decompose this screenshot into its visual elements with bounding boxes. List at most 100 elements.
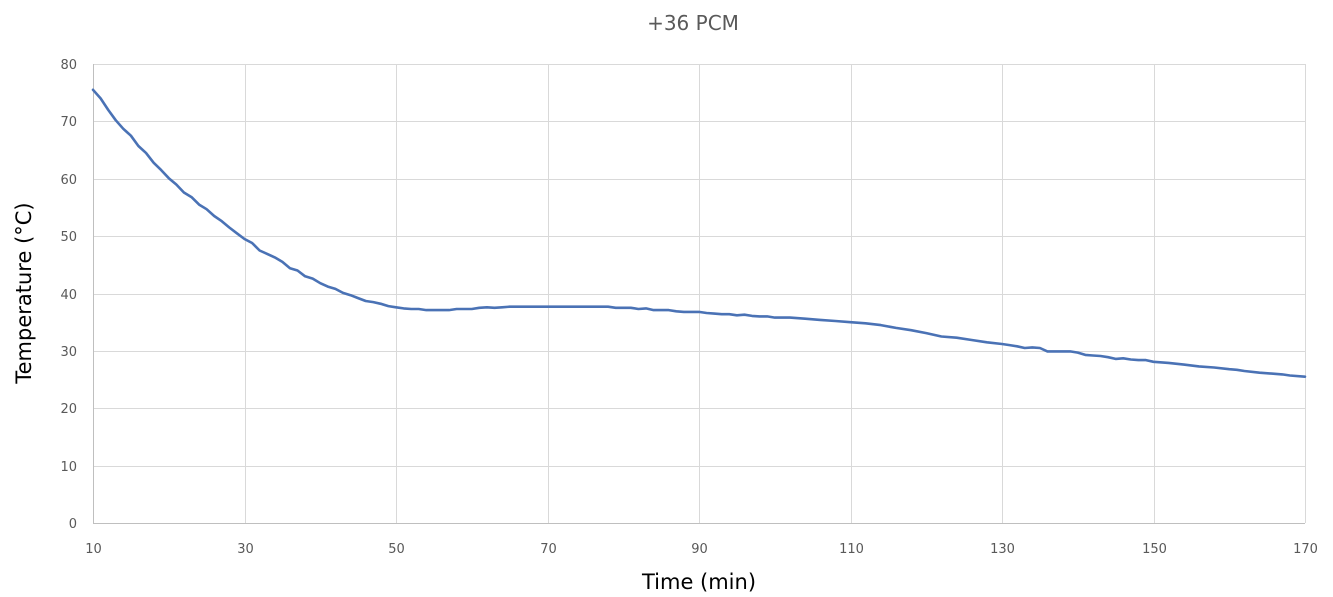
data-point <box>130 135 132 137</box>
data-point <box>880 324 882 326</box>
data-point <box>433 309 435 311</box>
data-point <box>327 285 329 287</box>
x-tick-label: 50 <box>388 542 405 557</box>
data-point <box>1281 373 1283 375</box>
data-point <box>910 329 912 331</box>
data-point <box>1145 359 1147 361</box>
data-point <box>834 320 836 322</box>
data-point <box>1039 347 1041 349</box>
data-point <box>1107 356 1109 358</box>
data-point <box>455 308 457 310</box>
data-point <box>1092 354 1094 356</box>
data-point <box>228 226 230 228</box>
data-point <box>728 313 730 315</box>
x-tick-label: 70 <box>540 542 557 557</box>
data-point <box>1137 359 1139 361</box>
data-point <box>690 311 692 313</box>
data-point <box>819 319 821 321</box>
data-point <box>448 309 450 311</box>
data-point <box>607 306 609 308</box>
data-point <box>380 303 382 305</box>
data-point <box>122 128 124 130</box>
data-point <box>986 341 988 343</box>
data-point <box>205 208 207 210</box>
data-point <box>213 215 215 217</box>
data-point <box>1031 346 1033 348</box>
data-point <box>1228 368 1230 370</box>
data-point <box>289 267 291 269</box>
data-point <box>758 315 760 317</box>
data-point <box>334 288 336 290</box>
data-point <box>546 306 548 308</box>
data-point <box>258 249 260 251</box>
data-point <box>357 297 359 299</box>
y-tick-label: 70 <box>60 115 77 130</box>
data-point <box>342 292 344 294</box>
data-point <box>531 306 533 308</box>
data-point <box>592 306 594 308</box>
data-point <box>387 305 389 307</box>
data-point <box>319 282 321 284</box>
data-point <box>221 220 223 222</box>
data-point <box>1008 344 1010 346</box>
data-point <box>1198 365 1200 367</box>
data-point <box>1016 345 1018 347</box>
data-point <box>1122 357 1124 359</box>
data-point <box>168 177 170 179</box>
data-point <box>266 253 268 255</box>
x-tick-label: 130 <box>990 542 1015 557</box>
data-point <box>418 308 420 310</box>
data-point <box>940 335 942 337</box>
data-point <box>463 308 465 310</box>
x-tick-label: 90 <box>691 542 708 557</box>
data-point <box>1289 374 1291 376</box>
y-tick-label: 50 <box>60 230 77 245</box>
x-axis-title: Time (min) <box>641 570 756 594</box>
data-point <box>478 307 480 309</box>
series-line <box>91 88 1307 379</box>
data-point <box>637 308 639 310</box>
data-point <box>1213 366 1215 368</box>
data-point <box>395 306 397 308</box>
data-point <box>115 119 117 121</box>
data-point <box>1167 362 1169 364</box>
data-point <box>849 321 851 323</box>
data-point <box>160 169 162 171</box>
data-point <box>183 191 185 193</box>
data-point <box>493 307 495 309</box>
data-point <box>630 307 632 309</box>
data-point <box>1274 373 1276 375</box>
data-point <box>145 152 147 154</box>
data-point <box>236 232 238 234</box>
data-point <box>743 314 745 316</box>
y-tick-label: 30 <box>60 345 77 360</box>
x-tick-label: 30 <box>237 542 254 557</box>
data-point <box>365 300 367 302</box>
data-point <box>895 327 897 329</box>
data-point <box>1258 372 1260 374</box>
data-point <box>312 277 314 279</box>
data-point <box>955 337 957 339</box>
data-point <box>1046 350 1048 352</box>
data-point <box>562 306 564 308</box>
data-point <box>137 145 139 147</box>
y-tick-label: 0 <box>69 517 77 532</box>
data-point <box>1099 355 1101 357</box>
data-point <box>486 306 488 308</box>
data-point <box>1061 350 1063 352</box>
data-point <box>736 314 738 316</box>
data-point <box>698 311 700 313</box>
y-tick-label: 60 <box>60 173 77 188</box>
x-tick-label: 110 <box>839 542 864 557</box>
data-point <box>304 275 306 277</box>
data-point <box>372 301 374 303</box>
data-point <box>198 203 200 205</box>
data-point <box>971 339 973 341</box>
y-axis-title: Temperature (°C) <box>12 202 36 384</box>
x-tick-label: 150 <box>1142 542 1167 557</box>
data-point <box>675 310 677 312</box>
data-point <box>1001 343 1003 345</box>
data-point <box>440 309 442 311</box>
